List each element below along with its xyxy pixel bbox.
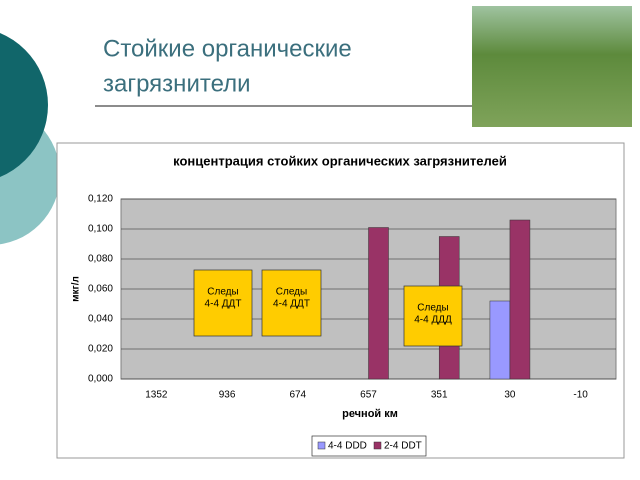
x-tick-label: 1352 xyxy=(145,390,168,401)
x-tick-label: 351 xyxy=(431,390,448,401)
legend-swatch xyxy=(317,441,326,450)
bar xyxy=(489,300,511,380)
y-tick-label: 0,100 xyxy=(88,224,113,235)
annotation-text: Следы xyxy=(207,287,238,298)
y-tick-label: 0,120 xyxy=(88,194,113,205)
y-tick-label: 0,080 xyxy=(88,254,113,265)
y-tick-label: 0,040 xyxy=(88,314,113,325)
x-tick-label: 30 xyxy=(504,390,516,401)
x-tick-label: 657 xyxy=(360,390,377,401)
legend-label: 4-4 DDD xyxy=(328,441,367,452)
bar xyxy=(509,219,531,380)
slide-title: Стойкие органические xyxy=(103,35,352,62)
annotation-text: Следы xyxy=(276,287,307,298)
legend-swatch xyxy=(373,441,382,450)
photo xyxy=(472,6,632,127)
decor-circle xyxy=(0,33,48,177)
chart-title: концентрация стойких органических загряз… xyxy=(173,153,507,168)
slide-title: загрязнители xyxy=(103,70,251,97)
x-axis-label: речной км xyxy=(342,408,398,420)
bar xyxy=(368,227,389,380)
annotation-text: 4-4 ДДТ xyxy=(205,299,242,310)
x-tick-label: 674 xyxy=(289,390,306,401)
y-tick-label: 0,060 xyxy=(88,284,113,295)
y-tick-label: 0,020 xyxy=(88,344,113,355)
annotation-box xyxy=(261,269,322,337)
annotation-box xyxy=(193,269,253,337)
annotation-text: Следы xyxy=(417,303,448,314)
x-tick-label: -10 xyxy=(573,390,588,401)
annotation-text: 4-4 ДДД xyxy=(414,315,452,326)
y-axis-label: мкг/л xyxy=(71,276,82,302)
annotation-box xyxy=(403,285,463,347)
annotation-text: 4-4 ДДТ xyxy=(273,299,310,310)
legend-box xyxy=(311,435,427,457)
y-tick-label: 0,000 xyxy=(88,374,113,385)
legend-label: 2-4 DDT xyxy=(384,441,422,452)
x-tick-label: 936 xyxy=(219,390,236,401)
